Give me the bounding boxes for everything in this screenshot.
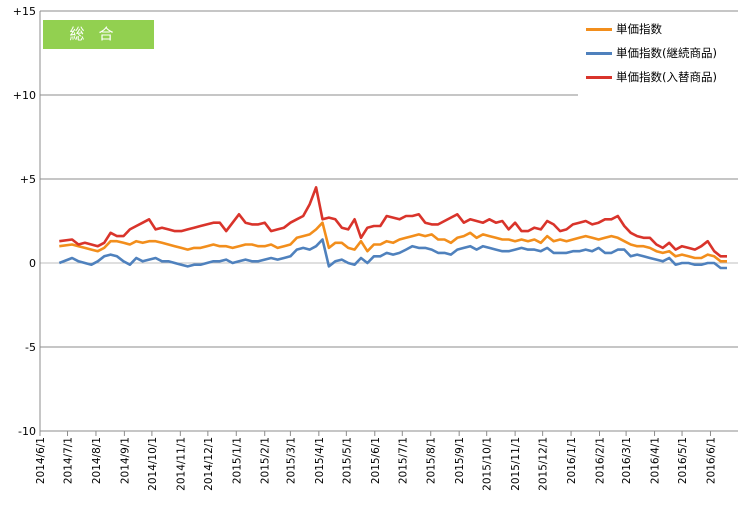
x-tick-label: 2015/12/1 <box>538 437 550 491</box>
x-tick-label: 2015/5/1 <box>341 437 353 484</box>
x-tick-label: 2015/10/1 <box>482 437 494 491</box>
x-tick-label: 2016/1/1 <box>566 437 578 484</box>
x-tick-label: 2014/9/1 <box>119 437 131 484</box>
x-tick-label: 2015/3/1 <box>285 437 297 484</box>
y-tick-label: -10 <box>18 425 36 438</box>
legend-swatch <box>586 76 612 79</box>
legend-item: 単価指数(入替商品) <box>578 65 744 89</box>
y-tick-label: -5 <box>25 341 36 354</box>
series-lines <box>58 186 727 270</box>
x-tick-label: 2016/4/1 <box>650 437 662 484</box>
y-axis-tick-labels: +15 +10 +5 0 -5 -10 <box>13 5 36 438</box>
legend-item: 単価指数(継続商品) <box>578 41 744 65</box>
y-tick-label: +10 <box>13 89 36 102</box>
series-line <box>59 186 727 258</box>
legend-label: 単価指数 <box>616 22 662 36</box>
series-line <box>58 238 727 270</box>
x-tick-label: 2015/7/1 <box>397 437 409 484</box>
legend: 単価指数 単価指数(継続商品) 単価指数(入替商品) <box>578 14 744 96</box>
x-tick-label: 2015/8/1 <box>426 437 438 484</box>
x-tick-label: 2014/10/1 <box>147 437 159 491</box>
legend-label: 単価指数(入替商品) <box>616 70 717 84</box>
y-tick-label: 0 <box>29 257 36 270</box>
x-tick-label: 2015/4/1 <box>314 437 326 484</box>
x-tick-label: 2014/7/1 <box>63 437 75 484</box>
x-tick-label: 2014/8/1 <box>91 437 103 484</box>
x-tick-label: 2015/1/1 <box>231 437 243 484</box>
x-tick-label: 2014/12/1 <box>203 437 215 491</box>
x-tick-label: 2015/2/1 <box>260 437 272 484</box>
x-tick-label: 2016/3/1 <box>621 437 633 484</box>
x-tick-label: 2015/6/1 <box>370 437 382 484</box>
legend-swatch <box>586 52 612 55</box>
x-axis: 2014/6/1 2014/7/1 2014/8/1 2014/9/1 2014/10/… <box>35 431 717 491</box>
legend-item: 単価指数 <box>578 17 744 41</box>
legend-label: 単価指数(継続商品) <box>616 46 717 60</box>
series-line <box>59 221 727 263</box>
x-tick-label: 2016/5/1 <box>677 437 689 484</box>
y-tick-label: +15 <box>13 5 36 18</box>
legend-swatch <box>586 28 612 31</box>
x-tick-label: 2016/2/1 <box>595 437 607 484</box>
gridlines <box>39 10 738 432</box>
x-tick-label: 2014/6/1 <box>35 437 47 484</box>
y-tick-label: +5 <box>20 173 36 186</box>
chart-title-badge: 総合 <box>43 20 154 49</box>
x-tick-label: 2016/6/1 <box>705 437 717 484</box>
x-tick-label: 2015/11/1 <box>510 437 522 491</box>
x-tick-label: 2014/11/1 <box>175 437 187 491</box>
x-tick-label: 2015/9/1 <box>454 437 466 484</box>
